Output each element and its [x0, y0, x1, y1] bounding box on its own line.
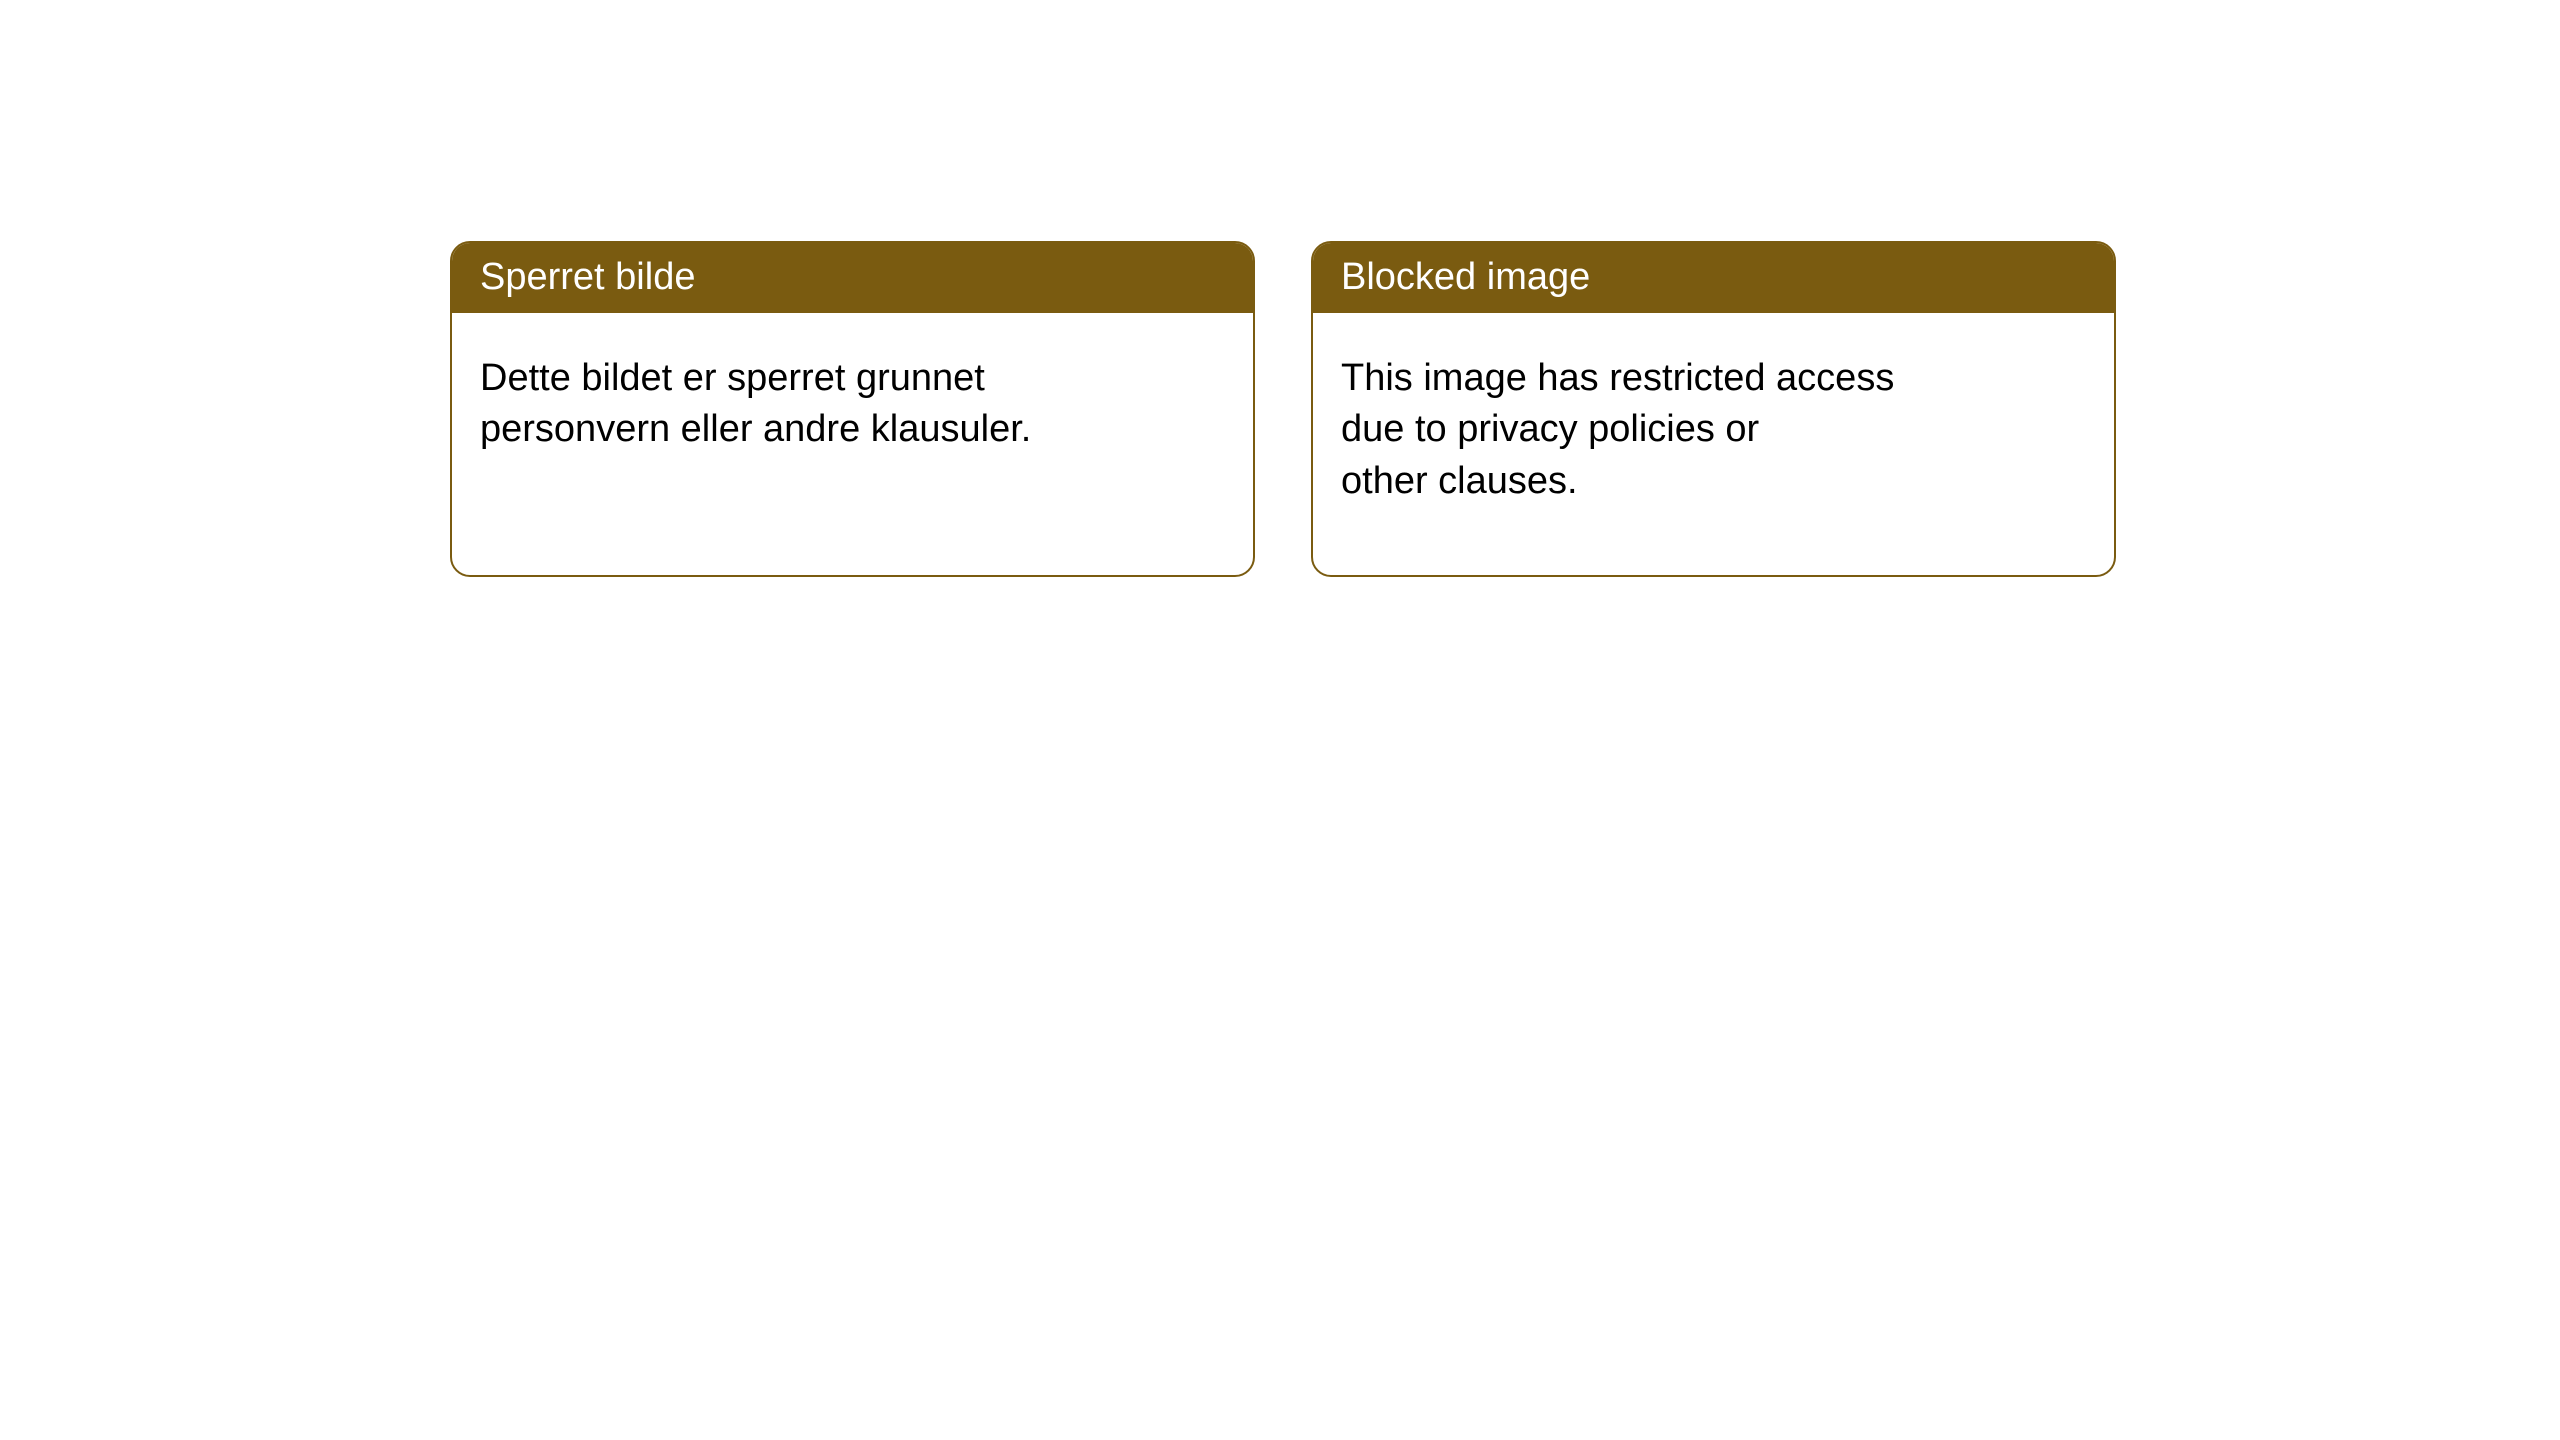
notice-card-body: Dette bildet er sperret grunnet personve… — [452, 313, 1253, 496]
notice-card-norwegian: Sperret bilde Dette bildet er sperret gr… — [450, 241, 1255, 577]
notice-card-english: Blocked image This image has restricted … — [1311, 241, 2116, 577]
notice-card-row: Sperret bilde Dette bildet er sperret gr… — [450, 241, 2116, 577]
notice-card-title: Blocked image — [1313, 243, 2114, 313]
notice-card-body: This image has restricted access due to … — [1313, 313, 2114, 548]
notice-card-title: Sperret bilde — [452, 243, 1253, 313]
